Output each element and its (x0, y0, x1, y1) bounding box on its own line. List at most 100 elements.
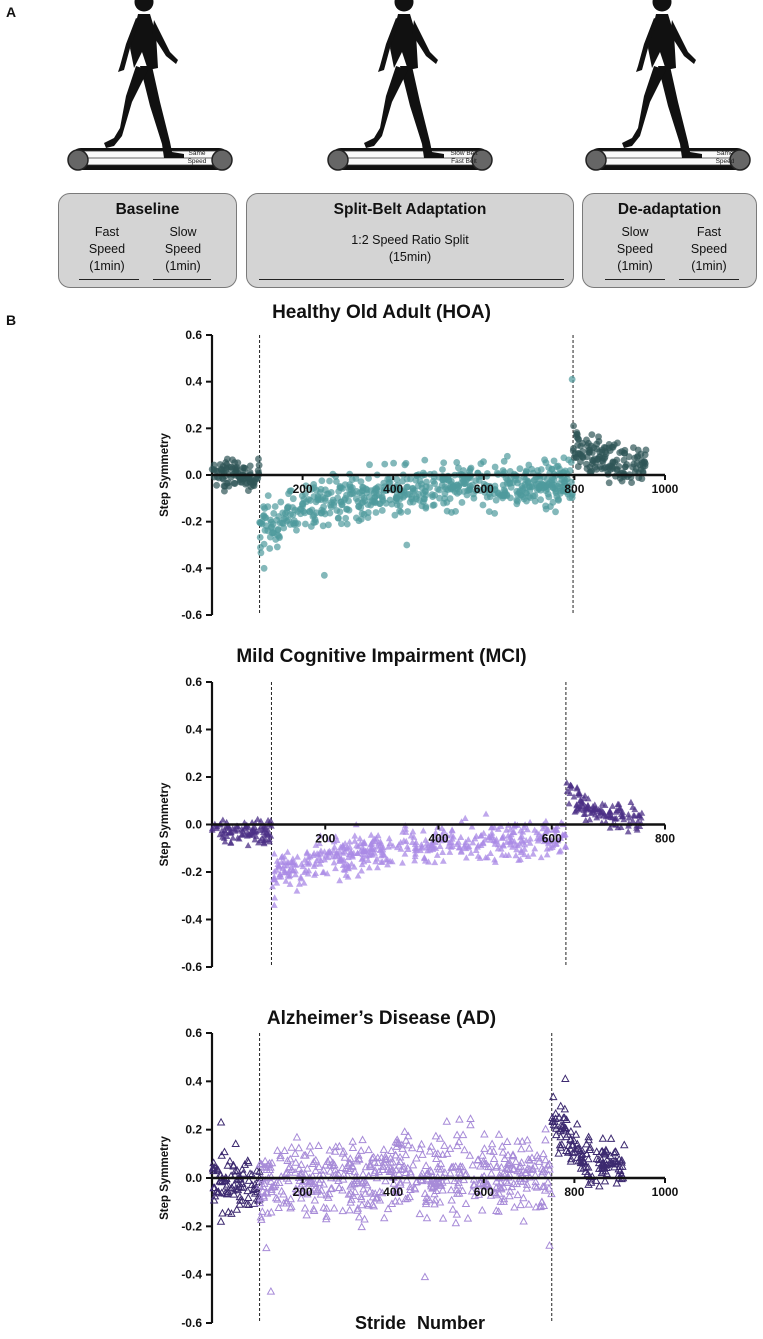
data-point (615, 462, 623, 470)
data-point (561, 483, 569, 490)
data-point (325, 847, 333, 854)
data-point (639, 459, 646, 467)
data-point (489, 1154, 499, 1163)
data-point (433, 1172, 442, 1181)
data-point (435, 1134, 445, 1142)
data-point (492, 1206, 501, 1214)
data-point (350, 863, 358, 870)
data-point (396, 1179, 405, 1188)
data-point (229, 834, 237, 841)
data-point (391, 511, 399, 519)
data-point (462, 844, 470, 852)
data-point (612, 1157, 622, 1166)
data-point (322, 852, 330, 859)
data-point (524, 1155, 533, 1163)
data-point (297, 873, 305, 880)
data-point (431, 1195, 440, 1204)
data-point (325, 521, 332, 529)
data-point (531, 845, 539, 852)
data-point (301, 490, 309, 497)
data-point (507, 825, 514, 832)
data-point (477, 1205, 487, 1214)
data-point (485, 1146, 495, 1155)
x-tick-label: 400 (428, 832, 448, 846)
data-point (506, 480, 514, 487)
deadapt-slow-condition: Slow Speed (1min) (616, 225, 654, 273)
data-point (504, 832, 512, 839)
data-point (233, 1185, 243, 1194)
data-point (412, 1177, 422, 1185)
data-point (243, 1186, 252, 1195)
data-point (566, 1154, 576, 1163)
data-point (597, 808, 605, 815)
data-point (273, 1146, 282, 1154)
data-point (221, 487, 228, 495)
data-point (236, 476, 244, 484)
data-point (618, 1162, 627, 1170)
data-point (461, 1199, 471, 1208)
data-point (432, 829, 440, 836)
data-point (358, 1135, 367, 1144)
data-point (276, 871, 284, 878)
data-point (296, 880, 303, 887)
data-point (257, 1215, 266, 1223)
data-point (479, 1159, 488, 1168)
data-point (312, 1187, 322, 1195)
data-point (238, 1169, 248, 1177)
data-point (556, 1101, 565, 1110)
data-point (563, 779, 571, 786)
data-point (503, 1159, 513, 1168)
data-point (582, 805, 590, 812)
data-point (264, 492, 272, 500)
data-point (600, 1176, 610, 1185)
data-point (457, 833, 465, 840)
data-point (355, 517, 363, 525)
data-point (578, 452, 586, 460)
data-point (346, 838, 354, 845)
data-point (542, 817, 550, 825)
data-point (548, 843, 556, 851)
data-point (372, 509, 380, 516)
data-point (386, 496, 394, 504)
data-point (430, 1199, 439, 1208)
data-point (594, 1155, 604, 1163)
data-point (303, 848, 311, 855)
data-point (260, 840, 268, 847)
data-point (630, 812, 637, 819)
data-point (344, 1158, 354, 1167)
data-point (266, 1177, 276, 1185)
data-point (384, 856, 391, 863)
data-point (216, 1217, 226, 1225)
data-point (629, 817, 637, 824)
data-point (581, 810, 589, 817)
data-point (555, 1140, 565, 1149)
y-tick-label: 0.4 (185, 375, 202, 389)
data-point (468, 1160, 478, 1169)
y-tick-label: 0.6 (185, 328, 202, 342)
data-point (286, 1194, 295, 1203)
data-point (534, 1153, 543, 1162)
data-point (474, 1190, 484, 1198)
data-point (321, 1160, 330, 1169)
data-point (213, 823, 221, 830)
data-point (229, 1189, 239, 1198)
data-point (377, 838, 384, 845)
data-point (326, 509, 334, 517)
data-point (329, 1203, 339, 1212)
data-point (227, 1209, 236, 1217)
data-point (342, 871, 350, 878)
data-point (579, 802, 587, 809)
data-point (431, 1149, 440, 1158)
data-point (269, 529, 277, 536)
data-point (417, 1168, 427, 1177)
data-point (514, 490, 521, 498)
data-point (266, 545, 274, 552)
data-point (217, 1151, 226, 1159)
data-point (341, 481, 349, 489)
data-point (480, 829, 488, 836)
chart-title-mci: Mild Cognitive Impairment (MCI) (236, 646, 527, 667)
data-point (294, 520, 302, 528)
data-point (338, 520, 345, 528)
y-tick-label: -0.2 (181, 1219, 202, 1233)
data-point (439, 466, 446, 473)
